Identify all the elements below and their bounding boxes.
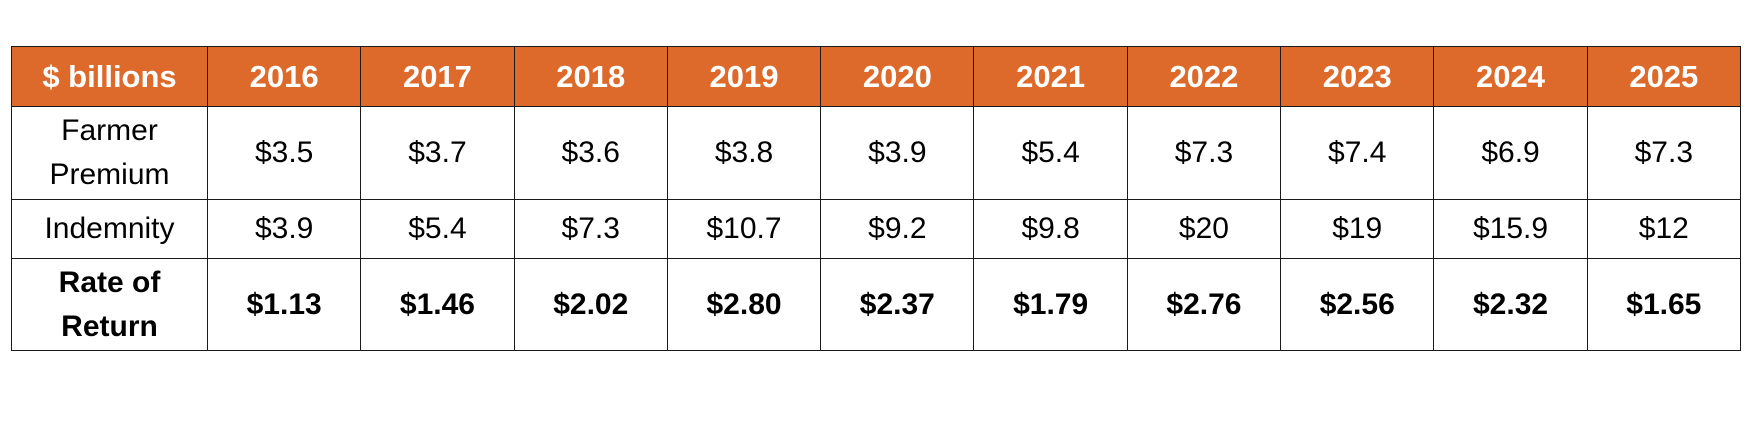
header-cell-year: 2020 <box>820 46 975 107</box>
data-cell: $10.7 <box>666 199 822 259</box>
data-cell: $1.46 <box>360 258 515 351</box>
table-row-farmer-premium: Farmer Premium $3.5 $3.7 $3.6 $3.8 $3.9 … <box>11 106 1741 200</box>
data-cell: $3.8 <box>666 106 822 200</box>
data-cell: $1.65 <box>1586 258 1741 351</box>
premium-indemnity-table: $ billions 2016 2017 2018 2019 2020 2021… <box>11 46 1741 351</box>
data-cell: $5.4 <box>973 106 1128 200</box>
header-cell-year: 2017 <box>360 46 515 107</box>
data-cell: $1.79 <box>973 258 1128 351</box>
header-cell-units: $ billions <box>11 46 208 107</box>
row-label-line: Premium <box>49 158 170 191</box>
data-cell: $5.4 <box>360 199 515 259</box>
row-label-line: Indemnity <box>44 212 175 245</box>
data-cell: $2.76 <box>1126 258 1282 351</box>
header-cell-year: 2023 <box>1280 46 1435 107</box>
data-cell: $2.02 <box>513 258 668 351</box>
row-label-line: Farmer <box>61 114 158 147</box>
header-cell-year: 2016 <box>206 46 362 107</box>
header-cell-year: 2019 <box>666 46 822 107</box>
data-cell: $2.56 <box>1280 258 1435 351</box>
data-cell: $7.3 <box>1126 106 1282 200</box>
data-cell: $1.13 <box>206 258 362 351</box>
data-cell: $9.8 <box>973 199 1128 259</box>
data-cell: $6.9 <box>1433 106 1588 200</box>
data-cell: $2.80 <box>666 258 822 351</box>
table-row-rate-of-return: Rate of Return $1.13 $1.46 $2.02 $2.80 $… <box>11 258 1741 351</box>
header-cell-year: 2022 <box>1126 46 1282 107</box>
data-cell: $3.6 <box>513 106 668 200</box>
header-cell-year: 2024 <box>1433 46 1588 107</box>
header-cell-year: 2025 <box>1586 46 1741 107</box>
data-cell: $3.5 <box>206 106 362 200</box>
data-cell: $3.9 <box>206 199 362 259</box>
data-cell: $2.37 <box>820 258 975 351</box>
header-cell-year: 2021 <box>973 46 1128 107</box>
data-cell: $12 <box>1586 199 1741 259</box>
row-label-farmer-premium: Farmer Premium <box>11 106 208 200</box>
data-cell: $7.4 <box>1280 106 1435 200</box>
data-cell: $2.32 <box>1433 258 1588 351</box>
data-cell: $9.2 <box>820 199 975 259</box>
row-label-line: Return <box>61 309 158 343</box>
data-cell: $7.3 <box>1586 106 1741 200</box>
data-cell: $19 <box>1280 199 1435 259</box>
header-row: $ billions 2016 2017 2018 2019 2020 2021… <box>11 46 1741 107</box>
data-cell: $3.7 <box>360 106 515 200</box>
row-label-rate-of-return: Rate of Return <box>11 258 208 351</box>
row-label-line: Rate of <box>58 265 161 299</box>
data-cell: $7.3 <box>513 199 668 259</box>
data-cell: $3.9 <box>820 106 975 200</box>
row-label-indemnity: Indemnity <box>11 199 208 259</box>
table-row-indemnity: Indemnity $3.9 $5.4 $7.3 $10.7 $9.2 $9.8… <box>11 199 1741 259</box>
data-cell: $15.9 <box>1433 199 1588 259</box>
header-cell-year: 2018 <box>513 46 668 107</box>
data-cell: $20 <box>1126 199 1282 259</box>
